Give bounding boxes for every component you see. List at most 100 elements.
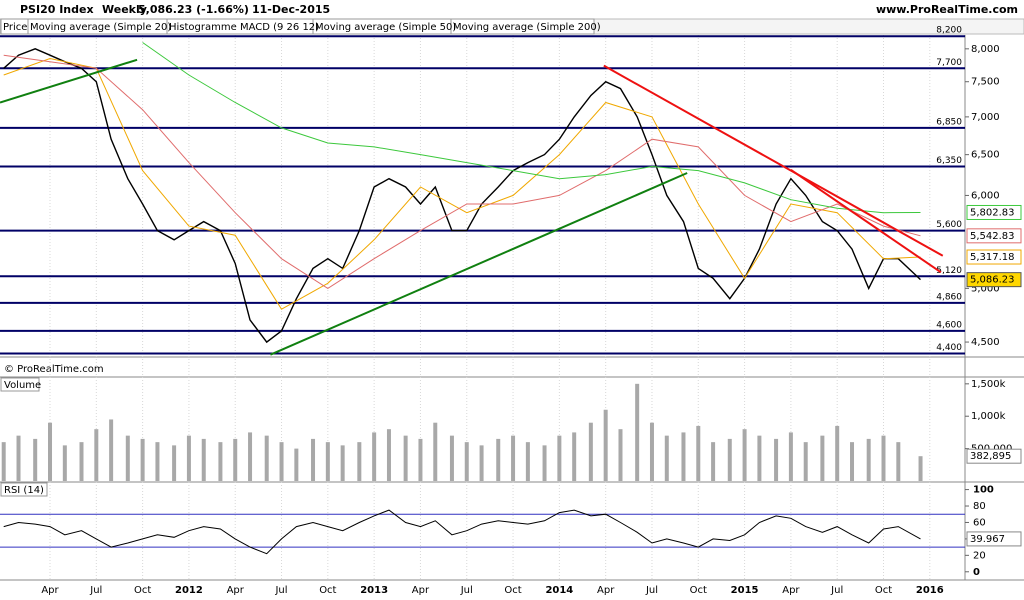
- x-tick-label: Oct: [134, 585, 151, 596]
- volume-bar: [386, 429, 391, 481]
- trendline: [0, 58, 138, 104]
- y-tick-label: 0: [973, 567, 980, 578]
- last-value-box: [966, 448, 1022, 464]
- x-tick-label: Apr: [782, 585, 800, 596]
- level-label: 4,400: [936, 343, 962, 353]
- x-tick-label: Jul: [89, 585, 102, 596]
- y-tick-label: 7,500: [971, 77, 1000, 88]
- volume-bar: [218, 442, 223, 481]
- volume-bar: [403, 435, 408, 481]
- volume-bar: [201, 438, 206, 481]
- y-tick-label: 20: [973, 550, 986, 561]
- last-value-box: [966, 531, 1022, 547]
- y-tick-label: 1,500k: [971, 379, 1006, 390]
- level-label: 5,120: [936, 266, 962, 276]
- volume-bar: [433, 422, 438, 481]
- volume-bar: [418, 438, 423, 481]
- x-tick-label: Jul: [830, 585, 843, 596]
- volume-bar: [542, 445, 547, 481]
- volume-bar: [155, 442, 160, 481]
- last-value-label: 382,895: [970, 451, 1011, 462]
- volume-bar: [572, 432, 577, 481]
- y-tick-label: 7,000: [971, 112, 1000, 123]
- tab-label[interactable]: Moving average (Simple 20): [30, 22, 171, 33]
- volume-bar: [479, 445, 484, 481]
- volume-bar: [835, 425, 840, 481]
- x-tick-label: 2013: [360, 585, 388, 596]
- y-tick-label: 4,500: [971, 337, 1000, 348]
- volume-bar: [311, 438, 316, 481]
- volume-bar: [109, 419, 114, 481]
- volume-bar: [372, 432, 377, 481]
- level-label: 6,350: [936, 156, 962, 166]
- x-tick-label: Jul: [274, 585, 287, 596]
- volume-bar: [172, 445, 177, 481]
- volume-bar: [264, 435, 269, 481]
- level-label: 4,860: [936, 292, 962, 302]
- tab-label[interactable]: Price: [3, 22, 27, 33]
- volume-bar: [140, 438, 145, 481]
- volume-bar: [820, 435, 825, 481]
- level-label: 7,700: [936, 58, 962, 68]
- price-plot: [0, 42, 944, 356]
- volume-bar: [788, 432, 793, 481]
- trendline: [790, 168, 942, 274]
- volume-bar: [340, 445, 345, 481]
- volume-bar: [866, 438, 871, 481]
- volume-bar: [125, 435, 130, 481]
- volume-bar: [525, 442, 530, 481]
- volume-bar: [757, 435, 762, 481]
- last-value-box: [966, 272, 1022, 288]
- volume-bar: [357, 442, 362, 481]
- volume-bar: [649, 422, 654, 481]
- last-value-box: [966, 228, 1022, 244]
- y-tick-label: 100: [973, 485, 994, 496]
- rsi-line: [3, 509, 921, 555]
- level-label: 8,200: [936, 26, 962, 36]
- volume-bar: [449, 435, 454, 481]
- y-tick-label: 1,000k: [971, 411, 1006, 422]
- panel-tab: [0, 377, 40, 392]
- volume-bar: [94, 429, 99, 481]
- y-tick-label: 60: [973, 517, 986, 528]
- volume-bar: [294, 448, 299, 481]
- volume-bar: [635, 383, 640, 481]
- x-tick-label: Apr: [412, 585, 430, 596]
- period: Weekly: [102, 3, 147, 16]
- tab[interactable]: [450, 18, 595, 35]
- volume-bar: [618, 429, 623, 481]
- volume-bar: [62, 445, 67, 481]
- volume-bar: [186, 435, 191, 481]
- volume-bar: [681, 432, 686, 481]
- y-tick-label: 80: [973, 501, 986, 512]
- last-change: 5,086.23 (-1.66%): [138, 3, 249, 16]
- volume-bar: [918, 456, 923, 481]
- volume-bar: [33, 438, 38, 481]
- x-tick-label: 2016: [916, 585, 944, 596]
- volume-bar: [588, 422, 593, 481]
- volume-bar: [79, 442, 84, 481]
- volume-bar: [896, 442, 901, 481]
- volume-bar: [774, 438, 779, 481]
- volume-bar: [557, 435, 562, 481]
- tab-label[interactable]: Moving average (Simple 50): [315, 22, 456, 33]
- volume-bar: [233, 438, 238, 481]
- x-tick-label: 2015: [731, 585, 759, 596]
- volume-bar: [325, 442, 330, 481]
- x-tick-label: 2012: [175, 585, 203, 596]
- trendline: [270, 172, 688, 356]
- y-tick-label: 8,000: [971, 44, 1000, 55]
- series-line: [3, 57, 921, 310]
- trendline: [603, 64, 944, 257]
- level-label: 6,850: [936, 117, 962, 127]
- tab-label[interactable]: Moving average (Simple 200): [453, 22, 601, 33]
- x-tick-label: Jul: [645, 585, 658, 596]
- tab-label[interactable]: Histogramme MACD (9 26 12): [169, 22, 319, 33]
- series-line: [142, 42, 921, 214]
- source: www.ProRealTime.com: [876, 3, 1018, 16]
- volume-bar: [881, 435, 886, 481]
- copyright: © ProRealTime.com: [4, 364, 104, 375]
- volume-bar: [850, 442, 855, 481]
- volume-bar: [48, 422, 53, 481]
